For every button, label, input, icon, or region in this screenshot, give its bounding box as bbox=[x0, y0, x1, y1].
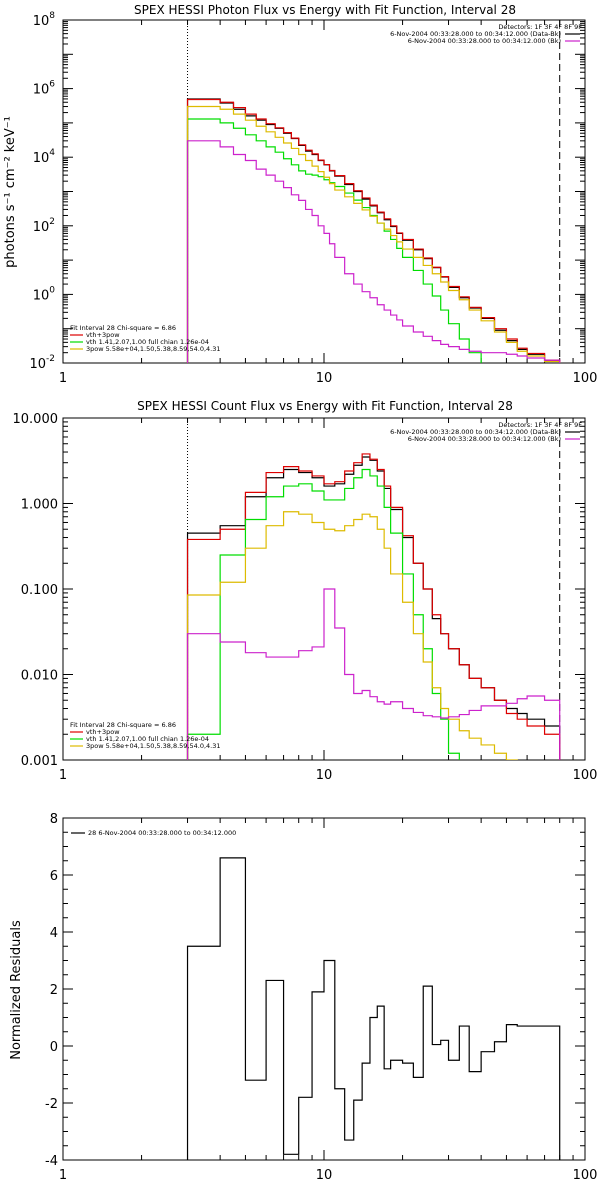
y-tick-label: 102 bbox=[33, 217, 55, 235]
y-tick-label: 106 bbox=[33, 80, 56, 98]
info-line-text: 6-Nov-2004 00:33:28.000 to 00:34:12.000 … bbox=[408, 435, 561, 443]
series-group bbox=[186, 857, 561, 1160]
y-tick-base: 10 bbox=[33, 288, 50, 303]
count-flux-panel: SPEX HESSI Count Flux vs Energy with Fit… bbox=[13, 399, 598, 783]
y-tick-exponent: 0 bbox=[49, 285, 55, 295]
y-tick-exponent: 8 bbox=[49, 11, 55, 21]
y-tick-label: 2 bbox=[50, 983, 58, 998]
fit-legend-header: Fit Interval 28 Chi-square = 6.86 bbox=[70, 324, 176, 332]
y-tick-label: 10-2 bbox=[29, 354, 55, 372]
x-tick-label: 10 bbox=[316, 1168, 333, 1183]
fit-legend-text: vth+3pow bbox=[86, 331, 120, 339]
info-line-text: Detectors: 1F 3F 4F 8F 9F bbox=[498, 23, 582, 31]
y-tick-label: 0.100 bbox=[21, 583, 58, 598]
fit-legend-text: 3pow 5.58e+04,1.50,5.38,8.59,54.0,4.31 bbox=[86, 345, 221, 353]
x-tick-label: 10 bbox=[316, 371, 333, 386]
series-line-1 bbox=[186, 98, 561, 363]
y-tick-label: 4 bbox=[50, 926, 58, 941]
y-axis-label: photons s⁻¹ cm⁻² keV⁻¹ bbox=[3, 116, 18, 268]
info-line-text: Detectors: 1F 3F 4F 8F 9F bbox=[498, 421, 582, 429]
series-line-0 bbox=[186, 857, 561, 1160]
x-tick-label: 100 bbox=[573, 768, 598, 783]
y-tick-exponent: 2 bbox=[49, 217, 55, 227]
y-tick-base: 10 bbox=[33, 151, 50, 166]
info-line-text: 6-Nov-2004 00:33:28.000 to 00:34:12.000 … bbox=[390, 30, 561, 38]
photon-flux-panel: SPEX HESSI Photon Flux vs Energy with Fi… bbox=[3, 3, 597, 386]
residuals-panel: 1 10 100 -4 -2 0 2 4 6 8 28 6-Nov-2004 00:33:28.00… bbox=[9, 812, 597, 1183]
residual-legend-text: 28 6-Nov-2004 00:33:28.000 to 00:34:12.0… bbox=[88, 829, 236, 837]
fit-legend-text: vth 1.41,2.07,1.00 full chian 1.26e-04 bbox=[86, 735, 209, 743]
y-axis-label: Normalized Residuals bbox=[9, 920, 24, 1060]
series-line-0 bbox=[186, 98, 561, 363]
y-tick-base: 10 bbox=[29, 357, 46, 372]
fit-legend-text: 3pow 5.58e+04,1.50,5.38,8.59,54.0,4.31 bbox=[86, 742, 221, 750]
x-tick-label: 1 bbox=[59, 1168, 67, 1183]
series-line-2 bbox=[186, 468, 460, 760]
y-tick-label: 108 bbox=[33, 11, 56, 29]
x-tick-label: 1 bbox=[59, 371, 67, 386]
y-tick-label: 0.010 bbox=[21, 669, 58, 684]
y-tick-label: 8 bbox=[50, 812, 58, 827]
y-tick-base: 10 bbox=[33, 14, 50, 29]
y-tick-base: 10 bbox=[33, 220, 50, 235]
chart-title: SPEX HESSI Count Flux vs Energy with Fit… bbox=[137, 399, 513, 413]
y-tick-label: -2 bbox=[45, 1097, 58, 1112]
x-tick-label: 1 bbox=[59, 768, 67, 783]
series-line-3 bbox=[186, 105, 561, 363]
info-line-text: 6-Nov-2004 00:33:28.000 to 00:34:12.000 … bbox=[408, 37, 561, 45]
y-tick-label: 104 bbox=[33, 148, 56, 166]
series-line-1 bbox=[186, 453, 561, 760]
y-tick-label: 0 bbox=[50, 1040, 58, 1055]
y-tick-base: 10 bbox=[33, 83, 50, 98]
series-line-3 bbox=[186, 511, 518, 760]
y-tick-label: 0.001 bbox=[21, 754, 58, 769]
series-line-4 bbox=[186, 588, 561, 760]
y-tick-exponent: 4 bbox=[49, 148, 55, 158]
series-line-0 bbox=[186, 456, 561, 760]
fit-legend-header: Fit Interval 28 Chi-square = 6.86 bbox=[70, 721, 176, 729]
x-tick-label: 10 bbox=[316, 768, 333, 783]
series-line-4 bbox=[186, 140, 561, 363]
y-tick-label: -4 bbox=[45, 1154, 58, 1169]
x-tick-label: 100 bbox=[573, 371, 598, 386]
fit-legend-text: vth+3pow bbox=[86, 728, 120, 736]
series-line-2 bbox=[186, 118, 482, 363]
y-tick-label: 10.000 bbox=[13, 412, 59, 427]
y-tick-label: 6 bbox=[50, 869, 58, 884]
series-group bbox=[186, 98, 561, 363]
y-tick-label: 1.000 bbox=[21, 498, 58, 513]
chart-title: SPEX HESSI Photon Flux vs Energy with Fi… bbox=[134, 3, 516, 17]
y-tick-exponent: 6 bbox=[49, 80, 55, 90]
y-tick-exponent: -2 bbox=[46, 354, 55, 364]
fit-legend-text: vth 1.41,2.07,1.00 full chian 1.26e-04 bbox=[86, 338, 209, 346]
x-tick-label: 100 bbox=[573, 1168, 598, 1183]
info-line-text: 6-Nov-2004 00:33:28.000 to 00:34:12.000 … bbox=[390, 428, 561, 436]
series-group bbox=[186, 453, 561, 760]
y-tick-label: 100 bbox=[33, 285, 56, 303]
plot-frame bbox=[62, 19, 586, 364]
